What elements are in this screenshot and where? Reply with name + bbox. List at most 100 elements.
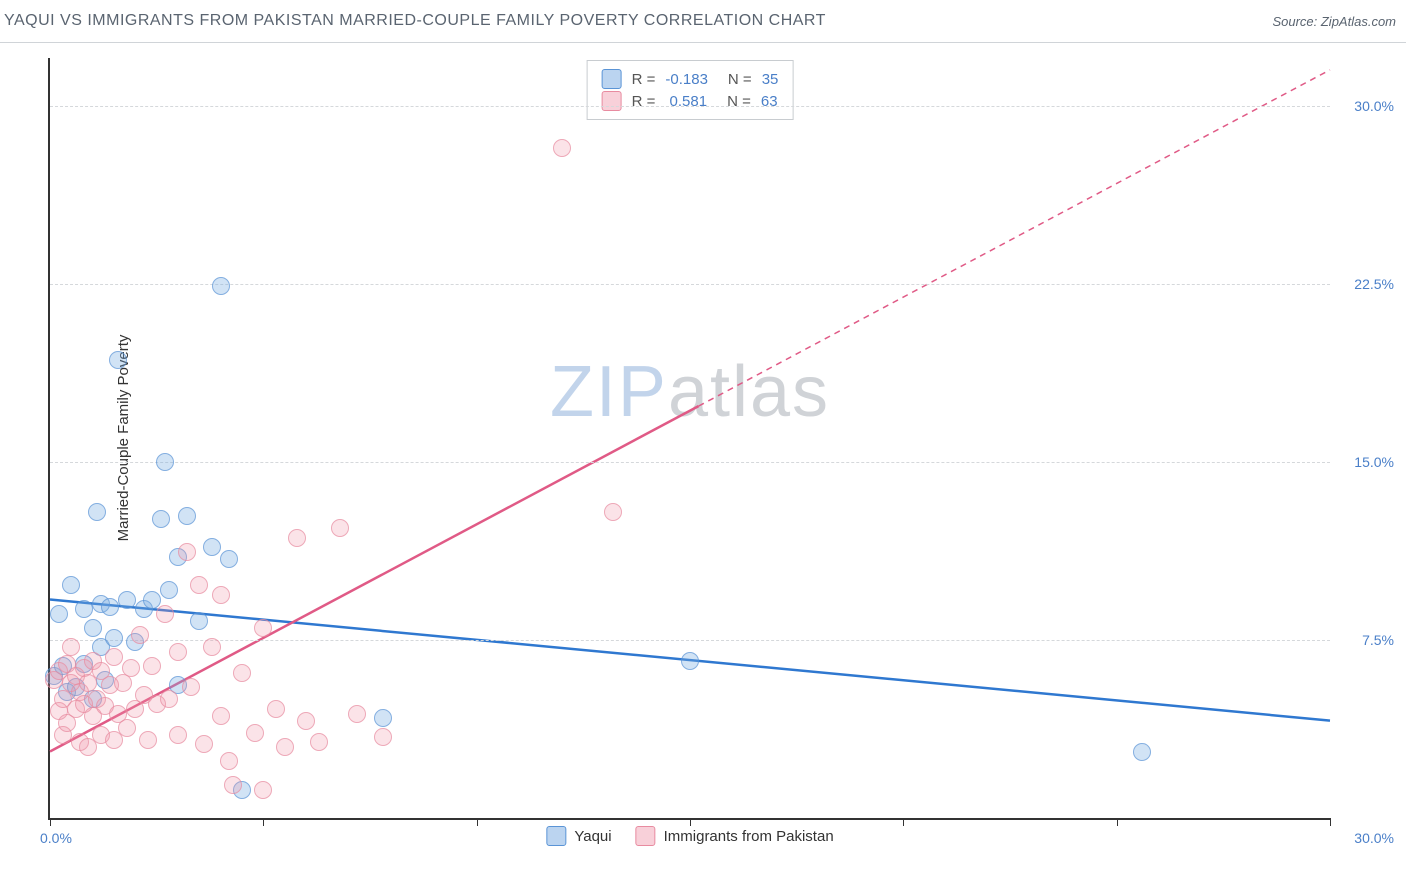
- legend-swatch: [546, 826, 566, 846]
- data-point-pakistan: [267, 700, 285, 718]
- data-point-pakistan: [212, 707, 230, 725]
- y-tick-label: 15.0%: [1354, 454, 1394, 470]
- data-point-pakistan: [169, 726, 187, 744]
- legend-n-value: 35: [762, 71, 779, 88]
- data-point-yaqui: [220, 550, 238, 568]
- x-tick-mark: [50, 818, 51, 826]
- data-point-pakistan: [553, 139, 571, 157]
- data-point-pakistan: [139, 731, 157, 749]
- data-point-yaqui: [88, 503, 106, 521]
- data-point-pakistan: [203, 638, 221, 656]
- data-point-pakistan: [276, 738, 294, 756]
- data-point-yaqui: [152, 510, 170, 528]
- data-point-yaqui: [62, 576, 80, 594]
- legend-item-yaqui: Yaqui: [546, 826, 611, 846]
- x-tick-mark: [1330, 818, 1331, 826]
- data-point-pakistan: [374, 728, 392, 746]
- regression-line-pakistan-dashed: [699, 70, 1330, 406]
- data-point-yaqui: [84, 619, 102, 637]
- data-point-pakistan: [604, 503, 622, 521]
- legend-swatch: [602, 69, 622, 89]
- legend-r-label: R =: [632, 71, 656, 88]
- data-point-yaqui: [681, 652, 699, 670]
- legend-r-value: -0.183: [665, 71, 708, 88]
- legend-row: R = 0.581 N = 63: [602, 91, 779, 111]
- legend-label: Immigrants from Pakistan: [664, 828, 834, 845]
- data-point-yaqui: [203, 538, 221, 556]
- legend-n-value: 63: [761, 93, 778, 110]
- gridline: [50, 284, 1330, 285]
- data-point-pakistan: [118, 719, 136, 737]
- x-tick-mark: [903, 818, 904, 826]
- data-point-yaqui: [160, 581, 178, 599]
- data-point-yaqui: [118, 591, 136, 609]
- legend-label: Yaqui: [574, 828, 611, 845]
- data-point-pakistan: [212, 586, 230, 604]
- gridline: [50, 106, 1330, 107]
- data-point-yaqui: [109, 351, 127, 369]
- gridline: [50, 640, 1330, 641]
- data-point-pakistan: [131, 626, 149, 644]
- legend-item-pakistan: Immigrants from Pakistan: [636, 826, 834, 846]
- data-point-pakistan: [254, 619, 272, 637]
- data-point-pakistan: [254, 781, 272, 799]
- data-point-yaqui: [212, 277, 230, 295]
- y-tick-label: 7.5%: [1362, 632, 1394, 648]
- data-point-pakistan: [169, 643, 187, 661]
- data-point-pakistan: [331, 519, 349, 537]
- data-point-pakistan: [178, 543, 196, 561]
- data-point-pakistan: [348, 705, 366, 723]
- data-point-pakistan: [156, 605, 174, 623]
- x-tick-mark: [1117, 818, 1118, 826]
- x-tick-mark: [690, 818, 691, 826]
- data-point-yaqui: [50, 605, 68, 623]
- data-point-pakistan: [160, 690, 178, 708]
- data-point-yaqui: [75, 600, 93, 618]
- watermark-zip: ZIP: [550, 352, 668, 432]
- x-tick-min: 0.0%: [40, 830, 72, 846]
- source-label: Source: ZipAtlas.com: [1272, 14, 1396, 29]
- data-point-pakistan: [233, 664, 251, 682]
- data-point-yaqui: [156, 453, 174, 471]
- data-point-pakistan: [105, 648, 123, 666]
- legend-r-value: 0.581: [665, 93, 707, 110]
- data-point-yaqui: [190, 612, 208, 630]
- data-point-pakistan: [246, 724, 264, 742]
- data-point-pakistan: [297, 712, 315, 730]
- title-bar: YAQUI VS IMMIGRANTS FROM PAKISTAN MARRIE…: [0, 0, 1406, 43]
- data-point-pakistan: [195, 735, 213, 753]
- data-point-pakistan: [143, 657, 161, 675]
- legend-correlation: R = -0.183 N = 35 R = 0.581 N = 63: [587, 60, 794, 120]
- legend-swatch: [636, 826, 656, 846]
- x-tick-max: 30.0%: [1354, 830, 1394, 846]
- data-point-pakistan: [122, 659, 140, 677]
- data-point-pakistan: [224, 776, 242, 794]
- data-point-yaqui: [105, 629, 123, 647]
- chart-title: YAQUI VS IMMIGRANTS FROM PAKISTAN MARRIE…: [4, 12, 826, 30]
- legend-row: R = -0.183 N = 35: [602, 69, 779, 89]
- watermark: ZIPatlas: [550, 351, 830, 433]
- legend-n-label: N =: [728, 71, 752, 88]
- legend-series: Yaqui Immigrants from Pakistan: [546, 826, 833, 846]
- regression-lines: [50, 58, 1330, 818]
- legend-swatch: [602, 91, 622, 111]
- x-tick-mark: [477, 818, 478, 826]
- legend-r-label: R =: [632, 93, 656, 110]
- y-tick-label: 22.5%: [1354, 276, 1394, 292]
- legend-n-label: N =: [727, 93, 751, 110]
- data-point-pakistan: [62, 638, 80, 656]
- data-point-pakistan: [288, 529, 306, 547]
- x-tick-mark: [263, 818, 264, 826]
- y-tick-label: 30.0%: [1354, 98, 1394, 114]
- data-point-pakistan: [220, 752, 238, 770]
- data-point-yaqui: [178, 507, 196, 525]
- data-point-yaqui: [374, 709, 392, 727]
- watermark-atlas: atlas: [668, 352, 830, 432]
- plot-area: Married-Couple Family Poverty ZIPatlas R…: [48, 58, 1330, 820]
- data-point-pakistan: [310, 733, 328, 751]
- gridline: [50, 462, 1330, 463]
- data-point-pakistan: [182, 678, 200, 696]
- data-point-pakistan: [190, 576, 208, 594]
- data-point-yaqui: [101, 598, 119, 616]
- data-point-yaqui: [1133, 743, 1151, 761]
